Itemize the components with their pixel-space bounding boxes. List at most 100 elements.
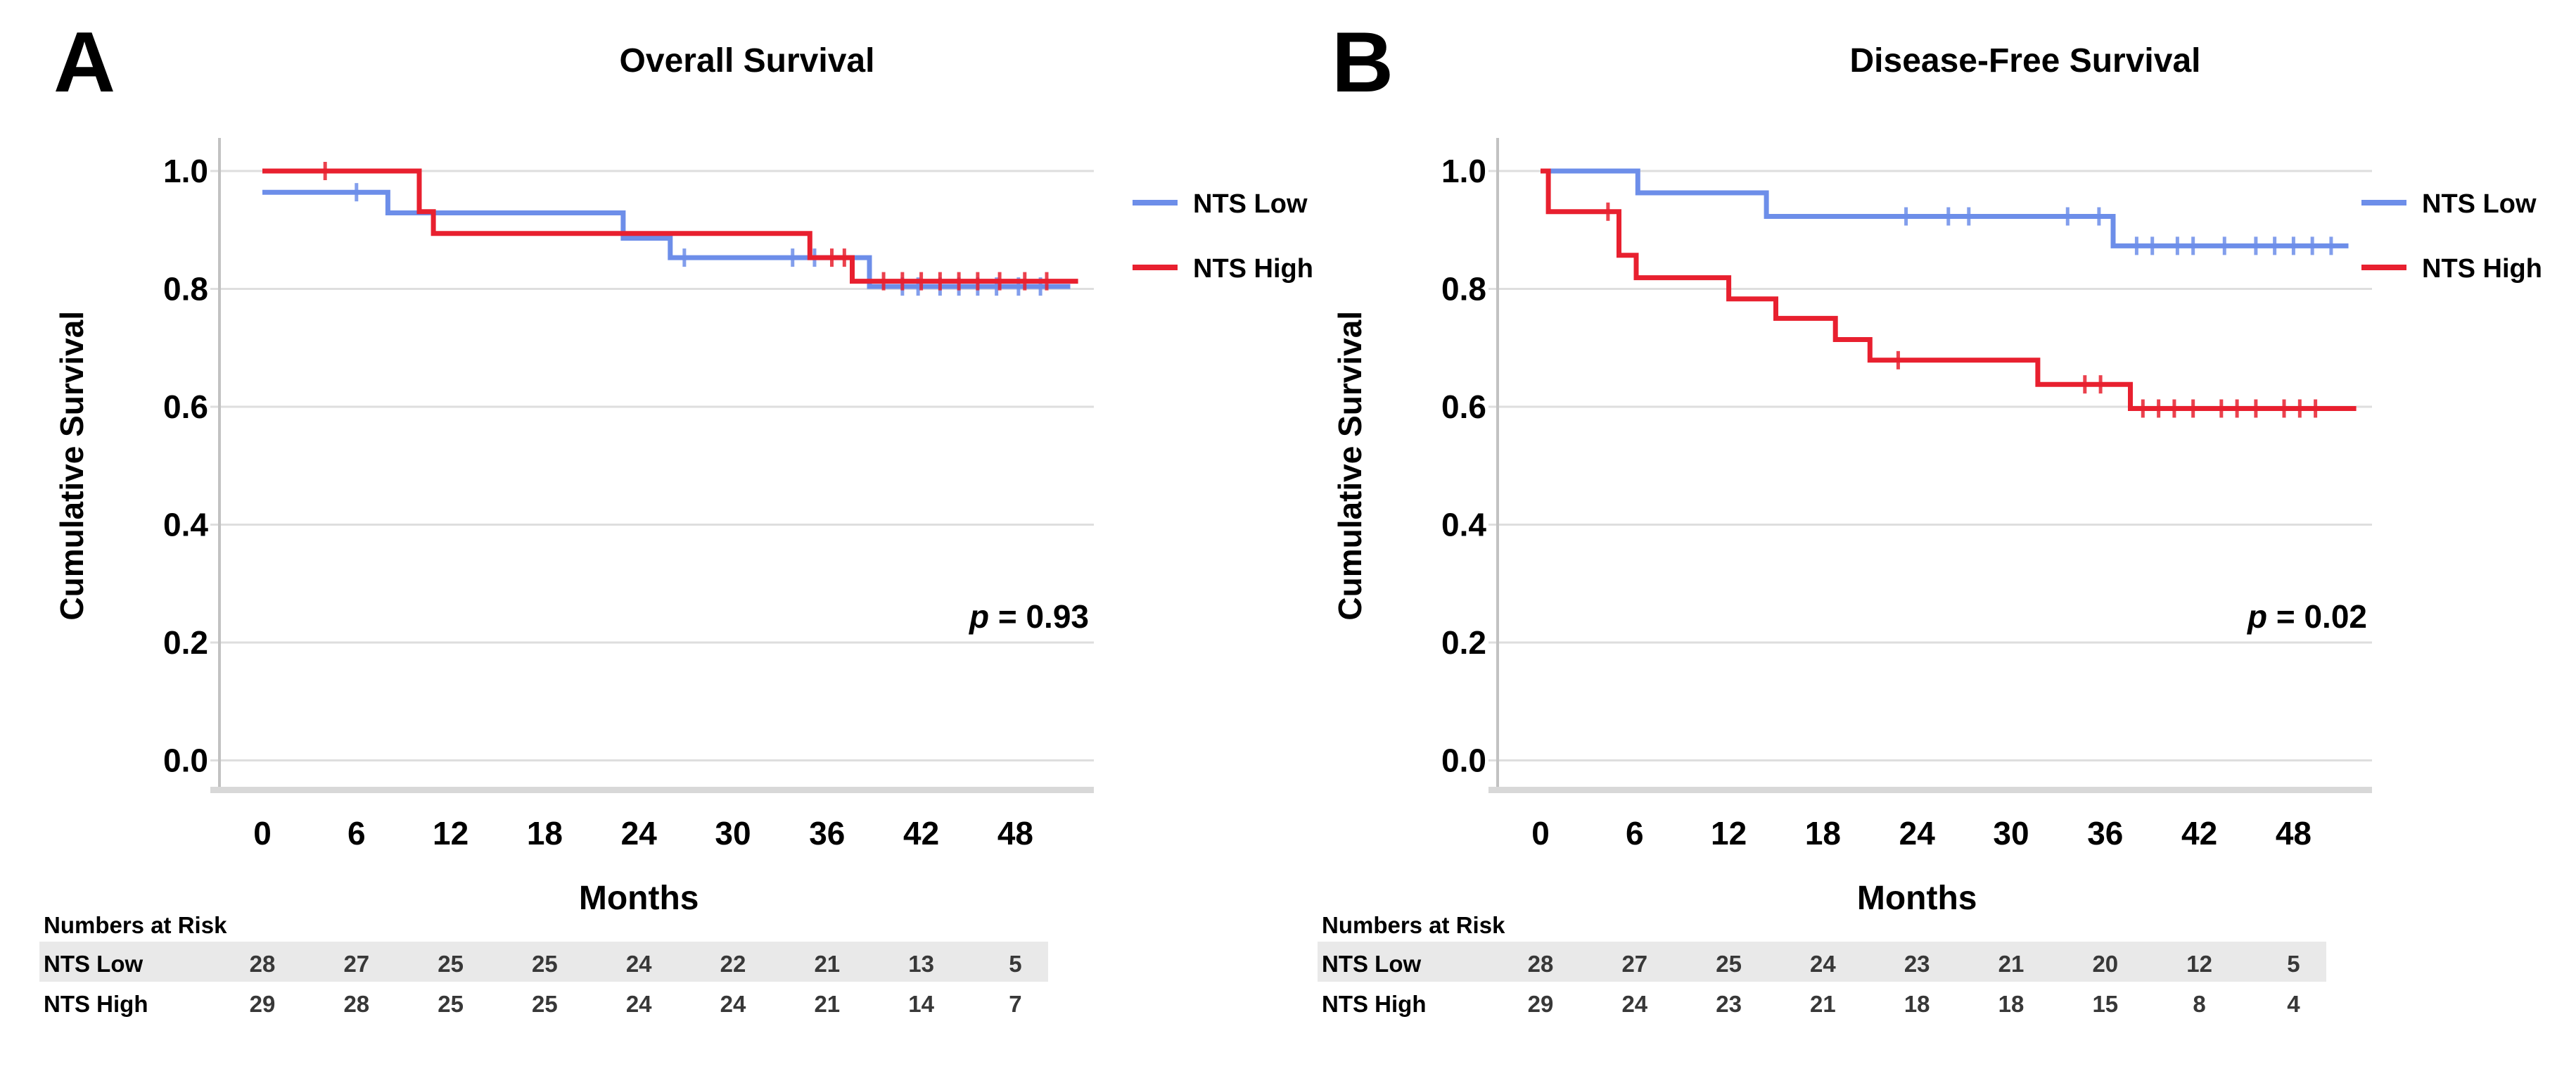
x-tick-label: 42	[903, 815, 939, 852]
x-tick-label: 36	[2087, 815, 2123, 852]
risk-count: 29	[250, 991, 276, 1017]
risk-count: 5	[1009, 951, 1021, 977]
y-tick-label: 1.0	[1441, 153, 1486, 189]
risk-table-row: NTS High 29 24 23 21 18 18 15 8 4	[1322, 991, 2300, 1017]
x-tick-label: 18	[1805, 815, 1841, 852]
risk-count: 25	[532, 991, 558, 1017]
risk-row-label: NTS Low	[44, 951, 143, 977]
y-tick-label: 0.4	[1441, 507, 1486, 543]
x-tick-label: 30	[1993, 815, 2029, 852]
x-tick-label: 24	[1899, 815, 1936, 852]
risk-count: 21	[1998, 951, 2025, 977]
x-tick-label: 12	[433, 815, 468, 852]
y-tick-label: 0.2	[1441, 624, 1486, 661]
risk-count: 8	[2193, 991, 2205, 1017]
risk-row-label: NTS Low	[1322, 951, 1421, 977]
x-tick-label: 24	[621, 815, 658, 852]
risk-table-row: NTS Low 28 27 25 25 24 22 21 13 5	[44, 951, 1022, 977]
risk-count: 27	[343, 951, 369, 977]
risk-count: 5	[2287, 951, 2300, 977]
panel-letter: A	[53, 14, 115, 110]
x-tick-label: 0	[253, 815, 272, 852]
risk-count: 24	[1810, 951, 1836, 977]
x-axis-title: Months	[1857, 880, 1977, 917]
y-tick-label: 1.0	[163, 153, 208, 189]
chart-title: Overall Survival	[620, 42, 875, 80]
x-tick-label: 12	[1711, 815, 1747, 852]
risk-count: 22	[720, 951, 746, 977]
risk-count: 12	[2186, 951, 2212, 977]
risk-count: 28	[343, 991, 369, 1017]
y-tick-label: 0.6	[163, 388, 208, 425]
x-tick-label: 48	[2276, 815, 2312, 852]
risk-count: 18	[1998, 991, 2025, 1017]
risk-row-label: NTS High	[1322, 991, 1426, 1017]
x-tick-label: 42	[2181, 815, 2217, 852]
survival-curve-nts-high	[1541, 168, 2357, 411]
risk-count: 24	[626, 991, 652, 1017]
legend-entry-nts-low: NTS Low	[1133, 189, 1308, 219]
risk-count: 14	[908, 991, 934, 1017]
y-tick-label: 0.6	[1441, 388, 1486, 425]
x-tick-label: 0	[1531, 815, 1550, 852]
legend-label: NTS Low	[1193, 189, 1308, 219]
risk-row-label: NTS High	[44, 991, 148, 1017]
legend-label: NTS High	[2422, 254, 2542, 284]
risk-row-band	[39, 942, 1048, 982]
risk-count: 7	[1009, 991, 1021, 1017]
y-tick-label: 0.4	[163, 507, 208, 543]
survival-curve-nts-low	[1541, 168, 2349, 248]
risk-count: 23	[1904, 951, 1930, 977]
risk-count: 21	[814, 991, 840, 1017]
x-tick-label: 30	[715, 815, 751, 852]
risk-count: 29	[1528, 991, 1554, 1017]
x-tick-label: 18	[527, 815, 563, 852]
risk-count: 28	[250, 951, 276, 977]
y-tick-label: 0.0	[1441, 742, 1486, 779]
risk-count: 25	[532, 951, 558, 977]
y-tick-label: 0.8	[163, 271, 208, 308]
risk-row-band	[1318, 942, 2326, 982]
y-tick-label: 0.0	[163, 742, 208, 779]
risk-count: 18	[1904, 991, 1930, 1017]
y-tick-label: 0.8	[1441, 271, 1486, 308]
legend-label: NTS Low	[2422, 189, 2537, 219]
risk-table-row: NTS High 29 28 25 25 24 24 21 14 7	[44, 991, 1022, 1017]
risk-table-header: Numbers at Risk	[1322, 912, 1505, 938]
x-tick-label: 6	[1626, 815, 1644, 852]
risk-count: 25	[438, 951, 464, 977]
x-tick-label: 36	[809, 815, 845, 852]
legend-entry-nts-low: NTS Low	[2361, 189, 2537, 219]
risk-count: 27	[1621, 951, 1647, 977]
risk-count: 20	[2092, 951, 2118, 977]
legend-label: NTS High	[1193, 254, 1313, 284]
survival-curve-nts-high	[262, 168, 1078, 284]
legend-entry-nts-high: NTS High	[1133, 254, 1313, 284]
risk-count: 4	[2287, 991, 2300, 1017]
panel-a: 1.0 0.8 0.6 0.4 0.2 0.0 A Overall Survival Cumul…	[39, 14, 1313, 1017]
panel-b: 1.0 0.8 0.6 0.4 0.2 0.0 B Disease-Free Survival…	[1318, 14, 2542, 1017]
risk-count: 24	[626, 951, 652, 977]
p-value: p = 0.93	[968, 598, 1089, 635]
chart-title: Disease-Free Survival	[1850, 42, 2201, 80]
risk-count: 13	[908, 951, 934, 977]
risk-count: 21	[1810, 991, 1836, 1017]
x-axis-title: Months	[579, 880, 699, 917]
x-axis-line	[1488, 787, 2372, 793]
x-tick-label: 6	[347, 815, 366, 852]
risk-table-row: NTS Low 28 27 25 24 23 21 20 12 5	[1322, 951, 2300, 977]
x-axis-line	[210, 787, 1094, 793]
risk-count: 21	[814, 951, 840, 977]
risk-count: 23	[1716, 991, 1742, 1017]
y-axis-title: Cumulative Survival	[1332, 311, 1368, 621]
risk-table-header: Numbers at Risk	[44, 912, 227, 938]
risk-count: 25	[438, 991, 464, 1017]
p-value: p = 0.02	[2246, 598, 2367, 635]
panel-letter: B	[1332, 14, 1394, 110]
y-tick-label: 0.2	[163, 624, 208, 661]
y-axis-title: Cumulative Survival	[53, 311, 90, 621]
x-tick-label: 48	[997, 815, 1033, 852]
